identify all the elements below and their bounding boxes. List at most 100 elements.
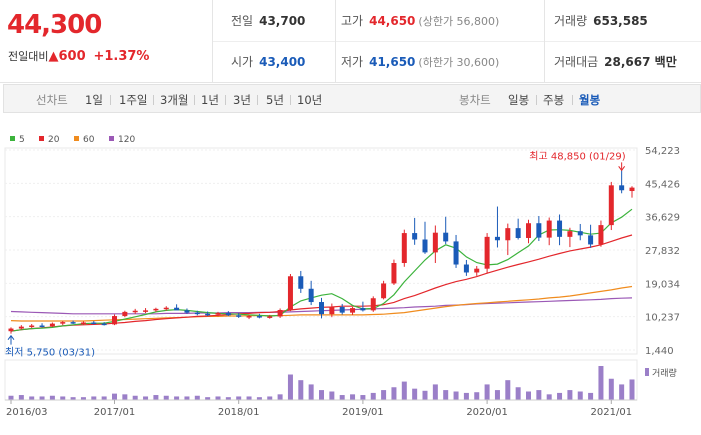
candle-body	[18, 326, 24, 329]
legend-swatch	[10, 136, 15, 141]
volume-bar	[132, 395, 138, 400]
candle-body	[598, 225, 604, 245]
candle-body	[619, 185, 625, 191]
change-row: 전일대비▲600 +1.37%	[8, 48, 149, 64]
volume: 거래량 653,585	[554, 12, 648, 29]
current-price-box: 44,300 전일대비▲600 +1.37%	[0, 0, 213, 83]
volume-bar	[505, 380, 511, 400]
weekly-candle-button[interactable]: 주봉	[543, 93, 565, 107]
candle-body	[287, 276, 293, 310]
candle-body	[29, 325, 35, 328]
volume-bar	[453, 391, 459, 400]
candle-body	[8, 328, 14, 332]
divider	[110, 95, 111, 105]
volume-bar	[163, 395, 169, 400]
change-label: 전일대비	[8, 50, 49, 63]
period-3y-button[interactable]: 3년	[233, 93, 251, 107]
period-1y-button[interactable]: 1년	[201, 93, 219, 107]
period-3m-button[interactable]: 3개월	[160, 93, 189, 107]
plot-border	[4, 147, 638, 355]
divider	[536, 95, 537, 105]
candle-body	[215, 313, 221, 315]
low-price: 저가 41,650 (하한가 30,600)	[341, 53, 499, 70]
amount-value: 28,667 백만	[604, 55, 677, 69]
candle-body	[205, 313, 211, 316]
x-tick-label: 2020/01	[466, 407, 508, 418]
quote-divider	[544, 0, 545, 83]
y-tick-label: 45,426	[645, 179, 680, 190]
volume-bar	[153, 395, 159, 400]
amount-label: 거래대금	[554, 55, 599, 69]
candle-body	[308, 288, 314, 303]
candles	[8, 170, 635, 334]
candle-body	[122, 311, 128, 317]
volume-bar	[277, 394, 283, 400]
period-10y-button[interactable]: 10년	[297, 93, 323, 107]
y-tick-label: 19,034	[645, 279, 680, 290]
x-tick-label: 2016/03	[6, 407, 48, 418]
candle-body	[567, 231, 573, 237]
divider	[225, 95, 226, 105]
volume-bar	[536, 390, 542, 400]
candle-body	[453, 241, 459, 265]
volume-bar	[246, 396, 252, 400]
annotations: 최고 48,850 (01/29) 최저 5,750 (03/31)	[5, 150, 626, 358]
volume-bar	[339, 395, 345, 400]
change-percent: +1.37%	[93, 49, 150, 64]
quote-divider	[213, 41, 701, 42]
candle-body	[577, 231, 583, 236]
candle-body	[370, 298, 376, 311]
candle-body	[70, 322, 76, 324]
volume-bar	[319, 390, 324, 400]
volume-bar	[608, 378, 614, 400]
volume-bar	[225, 397, 231, 400]
candle-body	[49, 323, 55, 327]
volume-bar	[350, 394, 356, 400]
candle-body	[91, 322, 97, 324]
candle-body	[163, 307, 169, 310]
stock-chart: 5 20 60 120 54,223 45,426 36,629 27,832 19,034 1…	[4, 135, 680, 418]
candle-body	[484, 236, 490, 269]
candle-body	[546, 220, 552, 238]
volume-bar	[184, 396, 190, 400]
candle-body	[536, 223, 542, 238]
prev-close-value: 43,700	[259, 14, 306, 28]
candle-body	[236, 315, 242, 317]
volume-bar	[619, 384, 625, 400]
candle-body	[360, 308, 366, 311]
monthly-candle-button[interactable]: 월봉	[579, 93, 601, 107]
volume-bar	[629, 379, 635, 400]
volume-bar	[267, 396, 273, 400]
volume-bar	[80, 397, 86, 400]
volume-bar	[205, 397, 211, 400]
divider	[290, 95, 291, 105]
candle-body	[184, 310, 190, 313]
candle-body	[608, 185, 614, 226]
period-1d-button[interactable]: 1일	[85, 93, 103, 107]
period-1w-button[interactable]: 1주일	[119, 93, 148, 107]
quote-header: 44,300 전일대비▲600 +1.37% 전일 43,700 고가 44,650…	[0, 0, 701, 83]
volume-bar	[174, 396, 180, 400]
open-label: 시가	[231, 55, 254, 69]
volume-bar	[298, 380, 304, 400]
low-value: 41,650	[369, 55, 416, 69]
period-5y-button[interactable]: 5년	[266, 93, 284, 107]
volume-bar	[39, 396, 45, 400]
daily-candle-button[interactable]: 일봉	[508, 93, 530, 107]
legend-label: 5	[19, 135, 25, 145]
volume-bar	[381, 390, 387, 400]
volume-bar	[474, 392, 480, 400]
candle-body	[629, 187, 635, 192]
candle-body	[557, 220, 563, 237]
volume-bar	[18, 395, 24, 400]
high-arrow-head	[618, 166, 626, 172]
volume-bar	[112, 393, 117, 400]
candle-body	[39, 325, 45, 328]
candle-body	[277, 309, 283, 317]
volume-bar	[412, 388, 418, 400]
volume-bar	[422, 390, 428, 400]
legend-swatch	[74, 136, 79, 141]
candle-body	[225, 313, 231, 316]
high-value: 44,650	[369, 14, 416, 28]
chart-toolbar: 선차트 1일 1주일 3개월 1년 3년 5년 10년 봉차트 일봉 주봉 월봉	[3, 84, 701, 113]
